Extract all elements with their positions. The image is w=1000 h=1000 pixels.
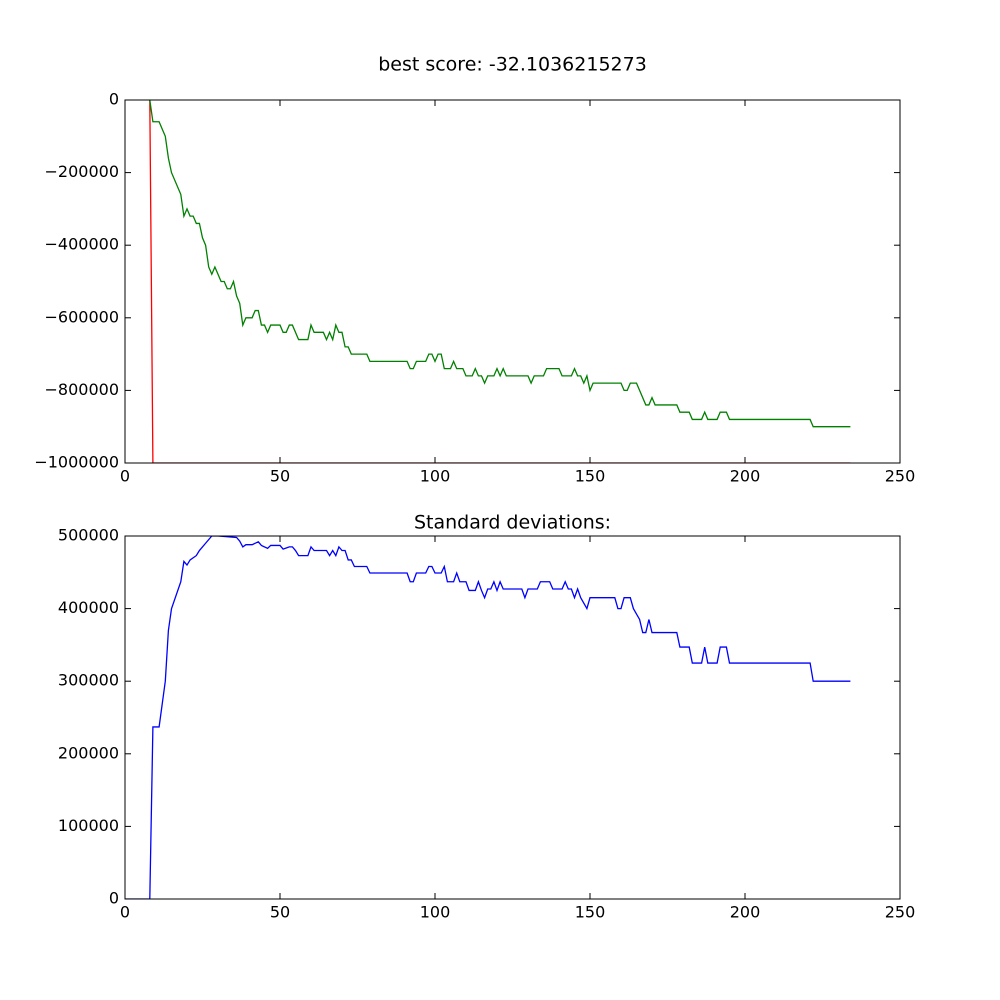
data-line [149, 100, 851, 463]
x-tick-label: 150 [575, 903, 606, 922]
y-tick-label: −1000000 [34, 453, 119, 472]
x-tick-label: 50 [270, 467, 290, 486]
y-tick-label: 500000 [58, 526, 119, 545]
y-tick-label: −600000 [45, 307, 119, 326]
chart-title: Standard deviations: [414, 512, 611, 534]
y-tick-label: −200000 [45, 162, 119, 181]
x-tick-label: 200 [730, 467, 761, 486]
x-tick-label: 200 [730, 903, 761, 922]
y-tick-label: 0 [109, 889, 119, 908]
y-tick-label: 200000 [58, 743, 119, 762]
x-tick-label: 150 [575, 467, 606, 486]
y-tick-label: 100000 [58, 816, 119, 835]
y-tick-label: −800000 [45, 380, 119, 399]
x-tick-label: 100 [420, 467, 451, 486]
y-tick-label: −400000 [45, 235, 119, 254]
x-tick-label: 50 [270, 903, 290, 922]
plot-frame [124, 99, 901, 464]
y-tick-label: 400000 [58, 598, 119, 617]
y-tick-label: 300000 [58, 671, 119, 690]
x-tick-label: 250 [885, 903, 916, 922]
x-tick-label: 100 [420, 903, 451, 922]
x-tick-label: 250 [885, 467, 916, 486]
y-tick-label: 0 [109, 90, 119, 109]
chart-title: best score: -32.1036215273 [378, 54, 647, 76]
data-line [125, 536, 851, 899]
x-tick-label: 0 [120, 467, 130, 486]
x-tick-label: 0 [120, 903, 130, 922]
data-line [149, 100, 851, 428]
plot-frame [124, 535, 901, 900]
